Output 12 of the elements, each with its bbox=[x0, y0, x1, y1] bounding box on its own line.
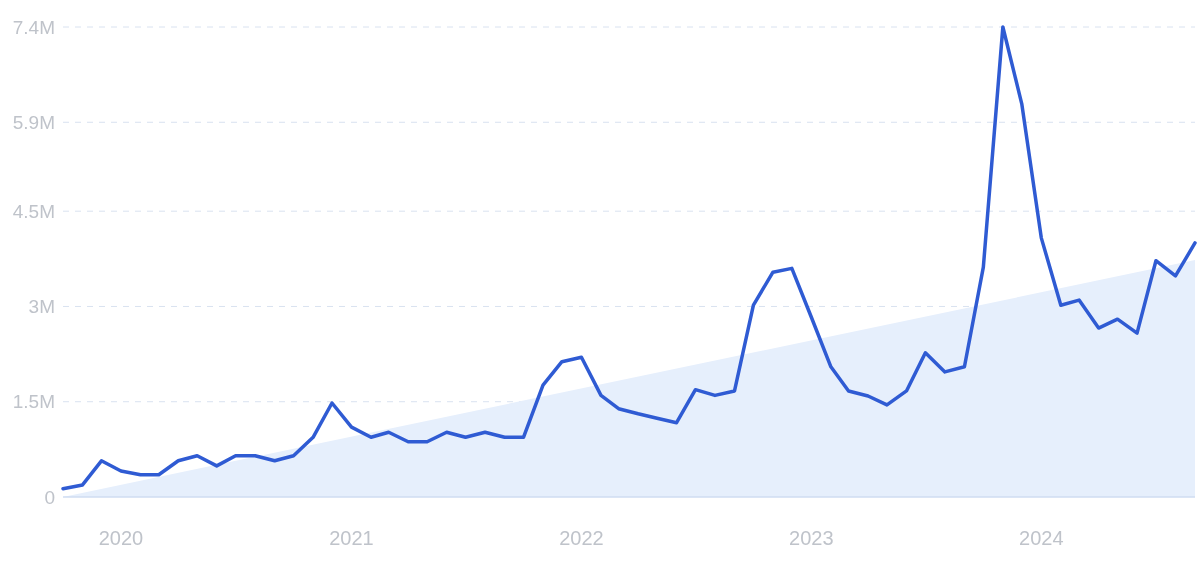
line-series bbox=[61, 25, 1197, 491]
x-tick-label: 2021 bbox=[329, 527, 374, 549]
x-tick-label: 2023 bbox=[789, 527, 834, 549]
x-tick-label: 2024 bbox=[1019, 527, 1064, 549]
y-tick-label: 0 bbox=[44, 486, 55, 508]
y-tick-label: 3M bbox=[28, 296, 55, 318]
y-tick-label: 7.4M bbox=[12, 16, 55, 38]
x-tick-label: 2022 bbox=[559, 527, 604, 549]
y-tick-label: 4.5M bbox=[12, 200, 55, 222]
x-tick-label: 2020 bbox=[98, 527, 144, 549]
y-tick-label: 5.9M bbox=[12, 111, 55, 133]
y-tick-label: 1.5M bbox=[12, 391, 55, 413]
